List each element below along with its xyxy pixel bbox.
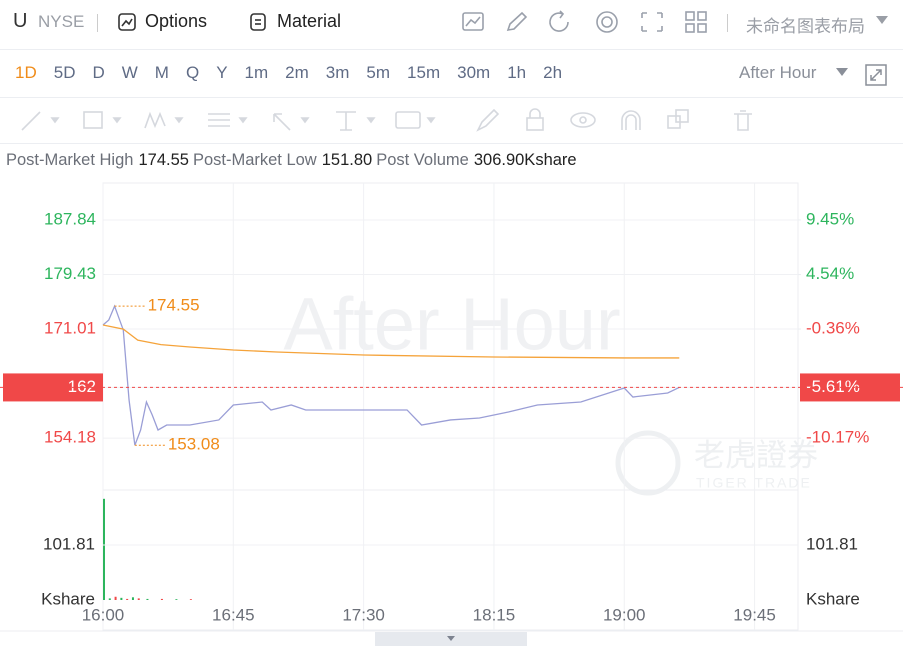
y-tick-label: 187.84 <box>44 209 96 228</box>
plot-frame <box>102 182 799 631</box>
price-line <box>102 324 680 359</box>
volume-bar <box>126 598 129 600</box>
material-icon <box>250 13 266 31</box>
material-button[interactable]: Material <box>277 11 342 31</box>
period-button[interactable]: Q <box>185 63 200 82</box>
y2-tick-label: -10.17% <box>806 428 869 447</box>
logo-mark <box>615 430 681 496</box>
divider <box>97 14 98 32</box>
volume-unit: Kshare <box>806 589 860 608</box>
period-button[interactable]: 1m <box>244 63 269 82</box>
price-line <box>102 304 680 446</box>
watermark: After Hour <box>283 283 620 366</box>
period-button[interactable]: 15m <box>407 63 441 82</box>
period-button[interactable]: 1h <box>507 63 527 82</box>
period-button[interactable]: 2h <box>543 63 563 82</box>
dropdown-arrow <box>836 68 848 76</box>
period-button[interactable]: D <box>92 63 105 82</box>
volume-bar <box>189 599 192 600</box>
volume-bar <box>108 598 111 600</box>
drawing-tool-icons[interactable] <box>0 106 903 134</box>
stat-value: 306.90Kshare <box>473 151 577 169</box>
stat-label: Post Volume <box>376 151 469 169</box>
y-tick-label: 162 <box>68 377 96 396</box>
stats-line: Post-Market High 174.55 Post-Market Low 151… <box>6 151 581 170</box>
period-button[interactable]: M <box>154 63 169 82</box>
top-bar: U NYSE Options Material 未命名图表布局 <box>0 0 903 50</box>
volume-bar <box>175 599 178 600</box>
y2-tick-label: -5.61% <box>806 377 860 396</box>
period-button[interactable]: W <box>121 63 138 82</box>
period-button[interactable]: Y <box>216 63 228 82</box>
annotation-label: 153.08 <box>168 435 220 454</box>
period-bar: 1D 5D D W M Q Y 1m 2m 3m 5m 15m 30m 1h 2h After Hour <box>0 50 903 98</box>
volume-unit: Kshare <box>41 589 95 608</box>
x-tick-label: 16:45 <box>212 605 255 624</box>
y-tick-label: 154.18 <box>44 428 96 447</box>
stat-label: Post-Market Low <box>192 151 317 169</box>
stat-value: 151.80 <box>321 151 373 169</box>
y-tick-label: 179.43 <box>44 264 96 283</box>
scroll-arrow <box>447 636 455 641</box>
divider <box>727 14 728 32</box>
period-button[interactable]: 3m <box>325 63 350 82</box>
volume-bar <box>146 598 149 600</box>
fullscreen-icon[interactable] <box>864 63 888 87</box>
volume-bar <box>120 597 123 600</box>
volume-bar <box>131 597 134 600</box>
period-list: 1D 5D D W M Q Y 1m 2m 3m 5m 15m 30m 1h 2h <box>15 63 579 83</box>
options-button[interactable]: Options <box>145 11 208 31</box>
annotation-label: 174.55 <box>148 296 200 315</box>
period-button[interactable]: 2m <box>285 63 309 82</box>
period-button[interactable]: 5D <box>53 63 76 82</box>
logo-cn: 老虎證券 <box>694 438 818 473</box>
logo-en: TIGER TRADE <box>696 475 812 491</box>
volume-bar <box>160 598 163 600</box>
period-button[interactable]: 30m <box>457 63 491 82</box>
y2-tick-label: 9.45% <box>806 209 854 228</box>
x-tick-label: 19:45 <box>733 605 776 624</box>
x-tick-label: 19:00 <box>603 605 646 624</box>
volume-tick-label: 101.81 <box>43 534 95 553</box>
session-select[interactable]: After Hour <box>739 63 817 82</box>
drawing-tools <box>0 98 903 144</box>
x-tick-label: 18:15 <box>473 605 516 624</box>
options-icon <box>118 13 136 31</box>
volume-bar <box>114 596 117 600</box>
volume-bar <box>103 498 105 600</box>
y-tick-label: 171.01 <box>44 319 96 338</box>
tool-icons[interactable] <box>460 10 720 36</box>
x-tick-label: 17:30 <box>342 605 385 624</box>
y2-tick-label: -0.36% <box>806 319 860 338</box>
period-button[interactable]: 1D <box>15 63 37 82</box>
y2-tick-label: 4.54% <box>806 264 854 283</box>
volume-bar <box>137 598 140 600</box>
layout-name[interactable]: 未命名图表布局 <box>746 17 865 36</box>
stat-value: 174.55 <box>138 151 189 169</box>
exchange: NYSE <box>38 12 85 31</box>
period-button[interactable]: 5m <box>366 63 391 82</box>
dropdown-arrow <box>876 16 888 24</box>
stat-label: Post-Market High <box>6 151 134 169</box>
x-tick-label: 16:00 <box>82 605 125 624</box>
symbol[interactable]: U <box>13 10 28 32</box>
volume-tick-label: 101.81 <box>806 534 858 553</box>
